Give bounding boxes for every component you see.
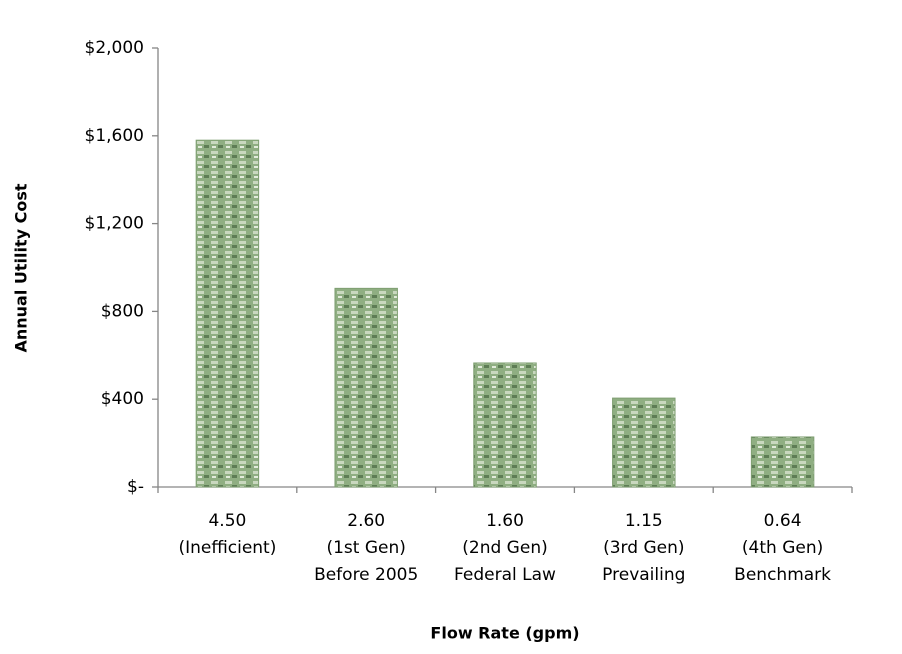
- y-tick-label: $-: [127, 477, 144, 497]
- y-tick-label: $2,000: [85, 38, 144, 58]
- bar: [334, 287, 398, 488]
- x-tick-label: 0.64: [764, 511, 802, 531]
- x-tick-label: (3rd Gen): [603, 538, 684, 558]
- bar: [612, 397, 676, 488]
- x-axis-title: Flow Rate (gpm): [430, 624, 579, 643]
- x-tick-label: 1.60: [486, 511, 524, 531]
- bar: [473, 362, 537, 488]
- x-tick-label: 2.60: [347, 511, 385, 531]
- y-tick-label: $800: [101, 301, 144, 321]
- y-tick-label: $400: [101, 389, 144, 409]
- y-tick-label: $1,200: [85, 214, 144, 234]
- x-tick-label: 4.50: [208, 511, 246, 531]
- x-tick-label: (Inefficient): [178, 538, 276, 558]
- bar: [750, 436, 815, 488]
- x-tick-label: Federal Law: [454, 565, 556, 585]
- y-tick-label: $1,600: [85, 126, 144, 146]
- y-axis-title: Annual Utility Cost: [12, 183, 31, 352]
- x-tick-label: 1.15: [625, 511, 663, 531]
- x-tick-label: (4th Gen): [742, 538, 823, 558]
- x-tick-label: (1st Gen): [326, 538, 405, 558]
- x-tick-label: Prevailing: [602, 565, 685, 585]
- bar: [195, 139, 260, 488]
- x-tick-label: (2nd Gen): [462, 538, 547, 558]
- x-tick-label: Benchmark: [734, 565, 831, 585]
- x-tick-label: Before 2005: [314, 565, 418, 585]
